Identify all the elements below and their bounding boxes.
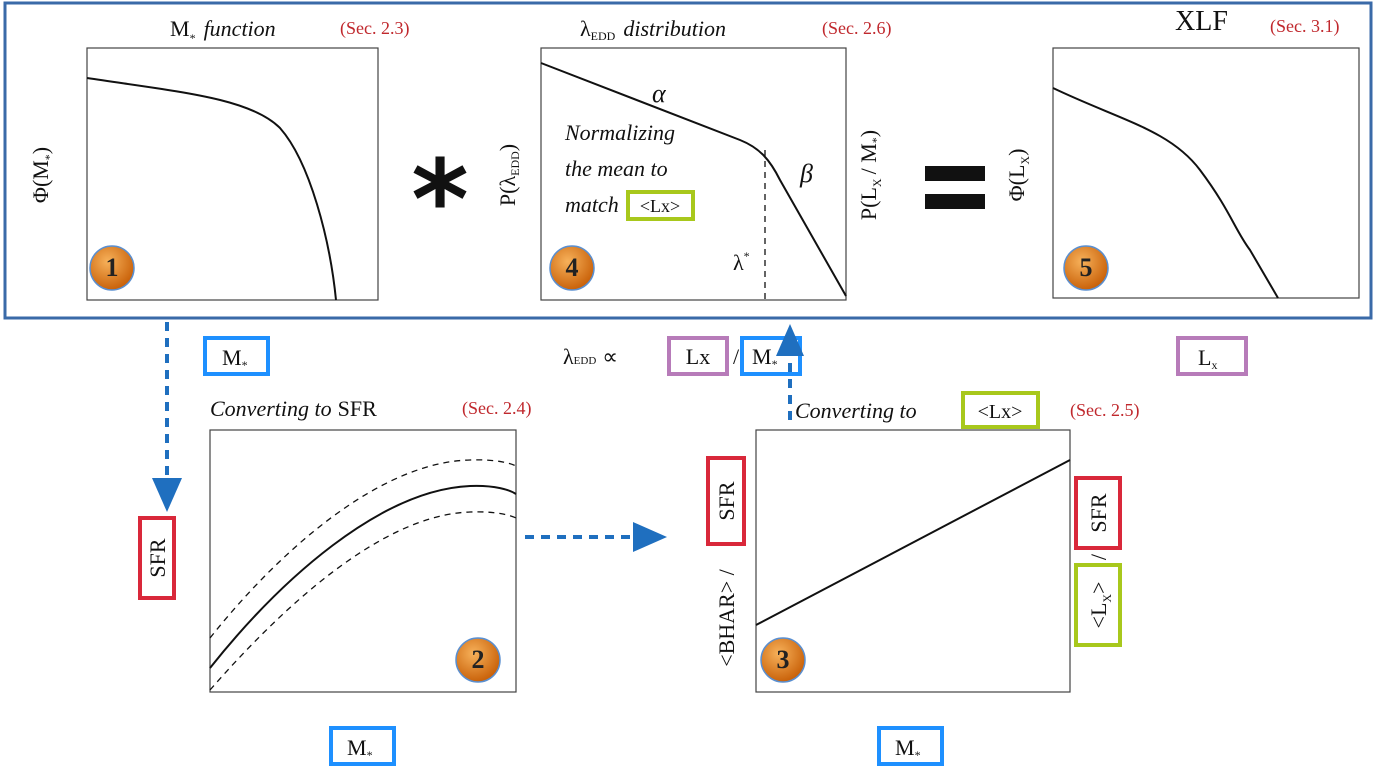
panel-title: XLF: [1175, 6, 1228, 37]
panel-title: Converting to SFR: [210, 396, 377, 421]
mass-label: M*: [222, 345, 248, 372]
top-frame: [3, 1, 1373, 320]
y-label: SFR: [145, 538, 170, 577]
panel-title: λEDD distribution: [580, 16, 726, 43]
curve: [755, 459, 1071, 626]
badge-number: 3: [777, 645, 790, 674]
badge: [1063, 245, 1109, 291]
badge-number: 4: [566, 253, 579, 282]
section-ref: (Sec. 2.4): [462, 398, 531, 419]
scatter-bound: [209, 459, 517, 639]
curve: [209, 484, 517, 669]
badge: [89, 245, 135, 291]
lx-label: Lx: [1198, 345, 1217, 372]
section-ref: (Sec. 2.5): [1070, 400, 1139, 421]
panel-title: Converting to: [795, 398, 917, 423]
panel-title: M* function: [170, 16, 276, 45]
sfr-box: [138, 516, 176, 600]
badge: [455, 637, 501, 683]
note-line: Normalizing: [564, 120, 675, 145]
eddington-relation: λEDD ∝: [563, 344, 618, 369]
arrow-head: [633, 522, 667, 552]
arrow-head: [152, 478, 182, 512]
badge: [549, 245, 595, 291]
curve: [86, 77, 337, 301]
plot-frame: [755, 429, 1071, 693]
plot-frame: [209, 429, 517, 693]
equals-bar: [925, 166, 985, 181]
slash: /: [733, 344, 740, 369]
note-line: the mean to: [565, 156, 668, 181]
plot-frame: [86, 47, 379, 301]
right-label: <LX>: [1086, 582, 1114, 629]
lx-label: Lx: [686, 344, 710, 369]
multiply-operator: *: [411, 136, 469, 264]
y-label: P(LX/ M*): [856, 130, 884, 220]
break-label: λ*: [733, 249, 750, 275]
lx-mean-box: [1074, 563, 1122, 647]
lx-box: [1176, 336, 1248, 376]
curve: [540, 62, 847, 297]
beta-label: β: [799, 159, 813, 188]
y-label: P(λEDD): [495, 144, 522, 206]
equals-bar: [925, 194, 985, 209]
y-label: Φ(M*): [28, 147, 56, 203]
mass-box: [329, 726, 396, 766]
sfr-box: [1074, 476, 1122, 550]
sfr-box: [706, 456, 746, 546]
section-ref: (Sec. 2.3): [340, 18, 409, 39]
right-label: SFR: [1086, 493, 1111, 532]
mass-box: [203, 336, 270, 376]
arrow-head: [776, 324, 804, 356]
scatter-bound: [209, 511, 517, 691]
mass-label: M*: [752, 344, 778, 371]
badge: [760, 637, 806, 683]
plot-frame: [1052, 47, 1360, 299]
plot-frame: [540, 47, 847, 301]
note-box-text: <Lx>: [640, 196, 680, 216]
lx-mean-label: <Lx>: [978, 401, 1023, 423]
badge-number: 5: [1080, 253, 1093, 282]
section-ref: (Sec. 2.6): [822, 18, 891, 39]
note-line: match: [565, 192, 619, 217]
badge-number: 1: [106, 253, 119, 282]
badge-number: 2: [472, 645, 485, 674]
x-label: M*: [347, 735, 373, 762]
note-box: [626, 190, 695, 221]
section-ref: (Sec. 3.1): [1270, 16, 1339, 37]
y-label: SFR: [714, 481, 739, 520]
right-label: /: [1086, 553, 1111, 560]
lx-mean-box: [961, 391, 1040, 429]
lx-box: [667, 336, 729, 376]
alpha-label: α: [652, 79, 667, 108]
x-label: M*: [895, 735, 921, 762]
y-label: Φ(LX): [1004, 149, 1032, 202]
curve: [1052, 87, 1279, 299]
mass-box: [877, 726, 944, 766]
y-label: <BHAR> /: [714, 568, 739, 666]
